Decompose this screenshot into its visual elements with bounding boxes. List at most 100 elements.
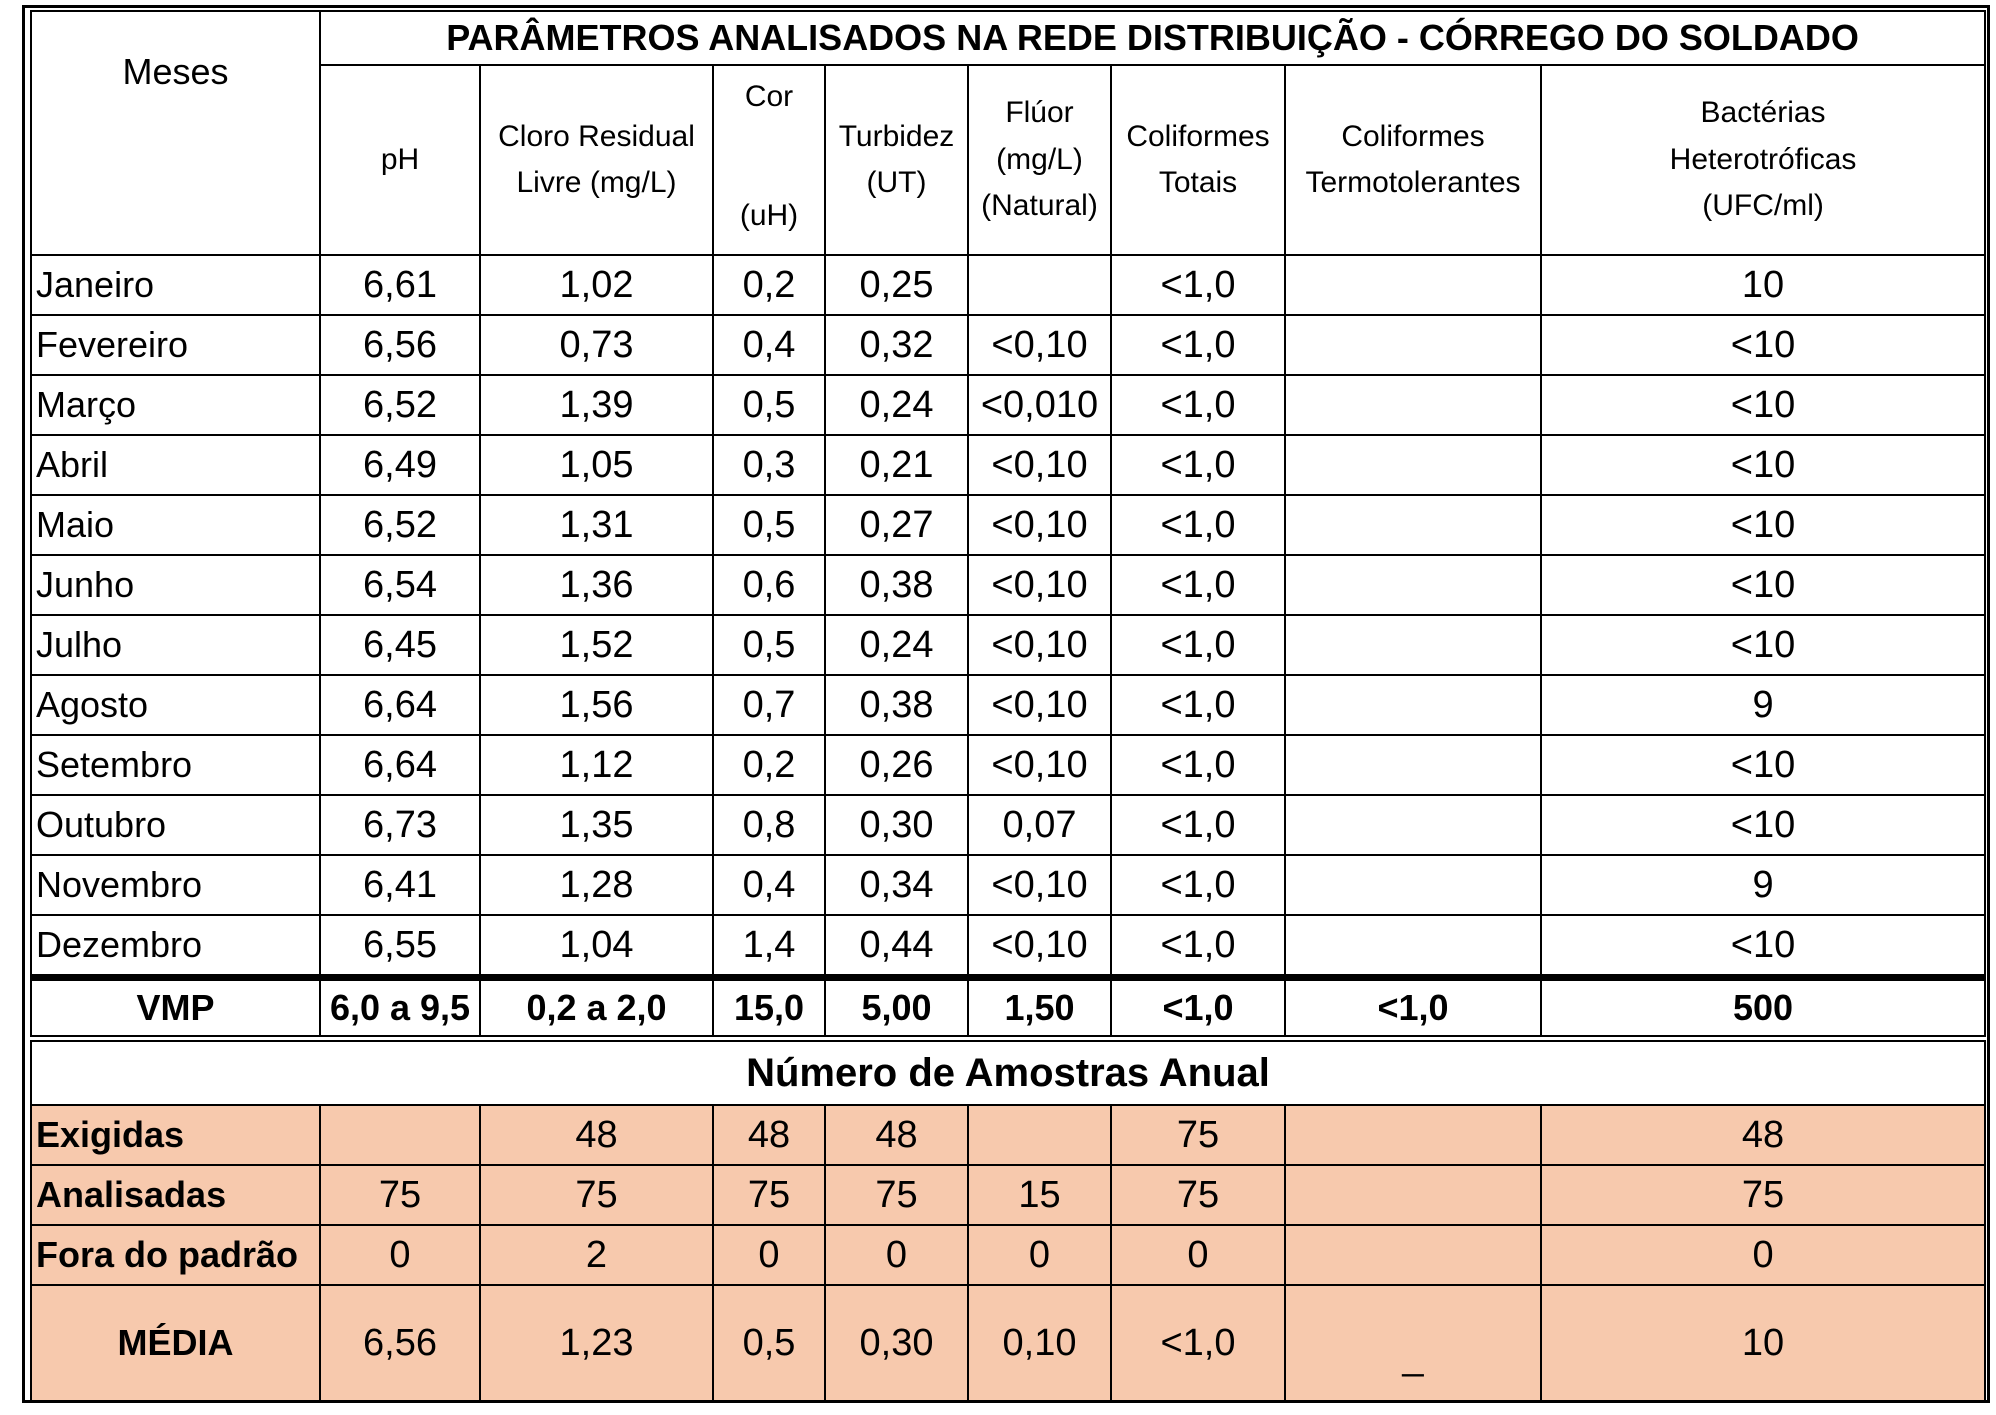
- value-cell-fluor: <0,10: [967, 854, 1112, 916]
- value-cell-coli_tot: <1,0: [1110, 254, 1286, 316]
- value-cell-turbidez: 0,32: [824, 314, 969, 376]
- value-cell-ph: 6,45: [319, 614, 481, 676]
- value-cell-turbidez: 0,38: [824, 554, 969, 616]
- media-turbidez: 0,30: [824, 1284, 969, 1402]
- table-row: Julho 6,45 1,52 0,5 0,24 <0,10 <1,0 <10: [30, 614, 1987, 676]
- sample-cell-fluor: _: [967, 1104, 1112, 1166]
- sample-cell-bact: 75: [1539, 1164, 1987, 1226]
- value-cell-turbidez: 0,24: [824, 374, 969, 436]
- vmp-fluor: 1,50: [967, 974, 1112, 1037]
- month-cell: Junho: [30, 554, 321, 616]
- sample-cell-coli_termo: _: [1284, 1104, 1542, 1166]
- month-cell: Janeiro: [30, 254, 321, 316]
- media-cloro: 1,23: [479, 1284, 714, 1402]
- value-cell-fluor: [967, 254, 1112, 316]
- media-coliformes-totais: <1,0: [1110, 1284, 1286, 1402]
- media-bacterias: 10: [1539, 1284, 1987, 1402]
- value-cell-ph: 6,54: [319, 554, 481, 616]
- dash-mark: _: [389, 1128, 411, 1165]
- value-cell-fluor: <0,10: [967, 494, 1112, 556]
- value-cell-cor: 0,7: [712, 674, 826, 736]
- table-row: Agosto 6,64 1,56 0,7 0,38 <0,10 <1,0 9: [30, 674, 1987, 736]
- month-cell: Fevereiro: [30, 314, 321, 376]
- sample-cell-turbidez: 48: [824, 1104, 969, 1166]
- table-row: Março 6,52 1,39 0,5 0,24 <0,010 <1,0 <10: [30, 374, 1987, 436]
- vmp-coliformes-termotolerantes: <1,0: [1284, 974, 1542, 1037]
- value-cell-coli_termo: [1284, 914, 1542, 979]
- media-ph: 6,56: [319, 1284, 481, 1402]
- value-cell-cor: 0,4: [712, 854, 826, 916]
- value-cell-coli_termo: [1284, 854, 1542, 916]
- value-cell-fluor: 0,07: [967, 794, 1112, 856]
- table-title: PARÂMETROS ANALISADOS NA REDE DISTRIBUIÇ…: [318, 10, 1987, 66]
- value-cell-coli_tot: <1,0: [1110, 914, 1286, 979]
- table-row: Maio 6,52 1,31 0,5 0,27 <0,10 <1,0 <10: [30, 494, 1987, 556]
- value-cell-ph: 6,41: [319, 854, 481, 916]
- vmp-ph: 6,0 a 9,5: [319, 974, 481, 1037]
- value-cell-turbidez: 0,27: [824, 494, 969, 556]
- dash-mark: _: [1402, 1128, 1424, 1165]
- value-cell-ph: 6,73: [319, 794, 481, 856]
- value-cell-bact: <10: [1539, 794, 1987, 856]
- vmp-label: VMP: [30, 974, 321, 1037]
- value-cell-cloro: 1,12: [479, 734, 714, 796]
- dash-mark: _: [1402, 1188, 1424, 1225]
- sample-cell-coli_tot: 75: [1110, 1164, 1286, 1226]
- value-cell-cor: 0,2: [712, 734, 826, 796]
- value-cell-cloro: 1,56: [479, 674, 714, 736]
- value-cell-fluor: <0,10: [967, 434, 1112, 496]
- header-cor: Cor (uH): [712, 64, 826, 256]
- value-cell-cloro: 1,05: [479, 434, 714, 496]
- value-cell-coli_tot: <1,0: [1110, 794, 1286, 856]
- sample-cell-cloro: 75: [479, 1164, 714, 1226]
- value-cell-coli_tot: <1,0: [1110, 734, 1286, 796]
- month-cell: Outubro: [30, 794, 321, 856]
- samples-title: Número de Amostras Anual: [29, 1040, 1987, 1106]
- value-cell-turbidez: 0,25: [824, 254, 969, 316]
- sample-cell-turbidez: 0: [824, 1224, 969, 1286]
- header-fluor: Flúor (mg/L) (Natural): [967, 64, 1112, 256]
- month-cell: Setembro: [30, 734, 321, 796]
- value-cell-turbidez: 0,38: [824, 674, 969, 736]
- sample-cell-ph: 75: [319, 1164, 481, 1226]
- sample-cell-coli_termo: _: [1284, 1224, 1542, 1286]
- value-cell-turbidez: 0,34: [824, 854, 969, 916]
- media-label: MÉDIA: [30, 1284, 321, 1402]
- value-cell-fluor: <0,10: [967, 674, 1112, 736]
- table-row: Fevereiro 6,56 0,73 0,4 0,32 <0,10 <1,0 <10: [30, 314, 1987, 376]
- month-cell: Novembro: [30, 854, 321, 916]
- header-bacterias: Bactérias Heterotróficas (UFC/ml): [1539, 64, 1987, 256]
- dash-mark: _: [1028, 1128, 1051, 1165]
- value-cell-turbidez: 0,30: [824, 794, 969, 856]
- vmp-row: VMP 6,0 a 9,5 0,2 a 2,0 15,0 5,00 1,50 <…: [30, 974, 1987, 1037]
- sample-cell-fluor: 0: [967, 1224, 1112, 1286]
- value-cell-coli_tot: <1,0: [1110, 434, 1286, 496]
- value-cell-bact: <10: [1539, 314, 1987, 376]
- value-cell-bact: <10: [1539, 614, 1987, 676]
- header-meses: Meses: [30, 10, 321, 256]
- media-cor: 0,5: [712, 1284, 826, 1402]
- table-row: Outubro 6,73 1,35 0,8 0,30 0,07 <1,0 <10: [30, 794, 1987, 856]
- value-cell-coli_termo: [1284, 374, 1542, 436]
- value-cell-cloro: 1,31: [479, 494, 714, 556]
- value-cell-ph: 6,55: [319, 914, 481, 979]
- sample-cell-coli_tot: 0: [1110, 1224, 1286, 1286]
- table-row: Dezembro 6,55 1,04 1,4 0,44 <0,10 <1,0 <10: [30, 914, 1987, 979]
- value-cell-cor: 0,5: [712, 494, 826, 556]
- month-cell: Agosto: [30, 674, 321, 736]
- value-cell-cloro: 1,04: [479, 914, 714, 979]
- value-cell-coli_termo: [1284, 614, 1542, 676]
- value-cell-cor: 0,5: [712, 614, 826, 676]
- value-cell-cloro: 1,28: [479, 854, 714, 916]
- media-fluor: 0,10: [967, 1284, 1112, 1402]
- dash-mark: _: [1402, 1248, 1424, 1285]
- value-cell-ph: 6,61: [319, 254, 481, 316]
- value-cell-fluor: <0,010: [967, 374, 1112, 436]
- value-cell-coli_termo: [1284, 554, 1542, 616]
- value-cell-cor: 0,2: [712, 254, 826, 316]
- sample-cell-ph: 0: [319, 1224, 481, 1286]
- table-row: Abril 6,49 1,05 0,3 0,21 <0,10 <1,0 <10: [30, 434, 1987, 496]
- sample-cell-turbidez: 75: [824, 1164, 969, 1226]
- vmp-cor: 15,0: [712, 974, 826, 1037]
- sample-cell-cor: 0: [712, 1224, 826, 1286]
